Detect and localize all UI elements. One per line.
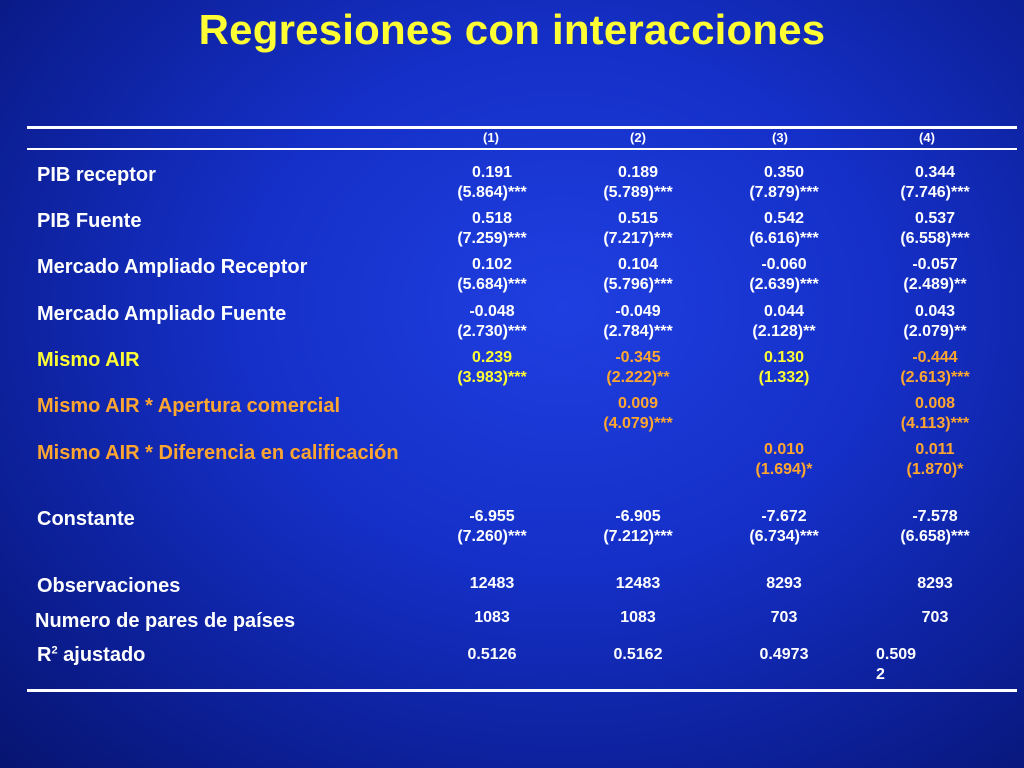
coef-mercado-receptor-4: -0.057 (2.489)** <box>903 256 967 293</box>
row-label-observaciones: Observaciones <box>37 575 181 597</box>
column-header-1: (1) <box>483 130 499 145</box>
coef-mismo-air-apertura-4: 0.008 (4.113)*** <box>900 395 970 432</box>
coef-pib-fuente-2: 0.515 (7.217)*** <box>603 210 673 247</box>
value-r2-2: 0.5162 <box>613 646 663 663</box>
coef-pib-receptor-1: 0.191 (5.864)*** <box>457 164 527 201</box>
coef-mercado-receptor-1: 0.102 (5.684)*** <box>457 256 527 293</box>
value-r2-3: 0.4973 <box>759 646 809 663</box>
column-header-2: (2) <box>630 130 646 145</box>
table-header-rule <box>27 148 1017 150</box>
coef-mercado-receptor-2: 0.104 (5.796)*** <box>603 256 673 293</box>
value-observaciones-1: 12483 <box>469 575 515 592</box>
table-top-rule <box>27 126 1017 129</box>
coef-pib-receptor-4: 0.344 (7.746)*** <box>900 164 970 201</box>
coef-pib-fuente-1: 0.518 (7.259)*** <box>457 210 527 247</box>
coef-mercado-fuente-1: -0.048 (2.730)*** <box>457 303 527 340</box>
value-pares-3: 703 <box>770 609 798 626</box>
coef-mercado-fuente-4: 0.043 (2.079)** <box>903 303 967 340</box>
coef-mercado-fuente-2: -0.049 (2.784)*** <box>603 303 673 340</box>
value-observaciones-2: 12483 <box>615 575 661 592</box>
column-header-4: (4) <box>919 130 935 145</box>
coef-mismo-air-1: 0.239 (3.983)*** <box>457 349 527 386</box>
table-bottom-rule <box>27 689 1017 692</box>
coef-constante-1: -6.955 (7.260)*** <box>457 508 527 545</box>
value-r2-4: 0.509 2 <box>876 646 917 683</box>
coef-mercado-fuente-3: 0.044 (2.128)** <box>752 303 816 340</box>
coef-mismo-air-3: 0.130 (1.332) <box>758 349 810 386</box>
coef-mismo-air-2: -0.345 (2.222)** <box>606 349 670 386</box>
value-observaciones-4: 8293 <box>917 575 953 592</box>
coef-pib-fuente-4: 0.537 (6.558)*** <box>900 210 970 247</box>
coef-mismo-air-apertura-2: 0.009 (4.079)*** <box>603 395 673 432</box>
value-pares-1: 1083 <box>474 609 510 626</box>
value-pares-4: 703 <box>921 609 949 626</box>
coef-constante-3: -7.672 (6.734)*** <box>749 508 819 545</box>
value-r2-1: 0.5126 <box>467 646 517 663</box>
coef-mismo-air-4: -0.444 (2.613)*** <box>900 349 970 386</box>
coef-mismo-air-diferencia-3: 0.010 (1.694)* <box>755 441 813 478</box>
coef-pib-fuente-3: 0.542 (6.616)*** <box>749 210 819 247</box>
coef-pib-receptor-2: 0.189 (5.789)*** <box>603 164 673 201</box>
row-label-mismo-air-diferencia: Mismo AIR * Diferencia en calificación <box>37 442 399 464</box>
value-pares-2: 1083 <box>620 609 656 626</box>
coef-constante-4: -7.578 (6.658)*** <box>900 508 970 545</box>
slide-title: Regresiones con interacciones <box>198 6 826 53</box>
coef-mercado-receptor-3: -0.060 (2.639)*** <box>749 256 819 293</box>
row-label-mercado-fuente: Mercado Ampliado Fuente <box>37 303 287 325</box>
coef-constante-2: -6.905 (7.212)*** <box>603 508 673 545</box>
coef-mismo-air-diferencia-4: 0.011 (1.870)* <box>906 441 964 478</box>
row-label-pib-fuente: PIB Fuente <box>37 210 142 232</box>
row-label-pares: Numero de pares de países <box>35 610 296 632</box>
row-label-constante: Constante <box>37 508 135 530</box>
row-label-mismo-air-apertura: Mismo AIR * Apertura comercial <box>37 395 341 417</box>
row-label-mismo-air: Mismo AIR <box>37 349 140 371</box>
row-label-r2: R2 ajustado <box>37 644 146 666</box>
column-header-3: (3) <box>772 130 788 145</box>
coef-pib-receptor-3: 0.350 (7.879)*** <box>749 164 819 201</box>
row-label-mercado-receptor: Mercado Ampliado Receptor <box>37 256 308 278</box>
row-label-pib-receptor: PIB receptor <box>37 164 156 186</box>
value-observaciones-3: 8293 <box>766 575 802 592</box>
